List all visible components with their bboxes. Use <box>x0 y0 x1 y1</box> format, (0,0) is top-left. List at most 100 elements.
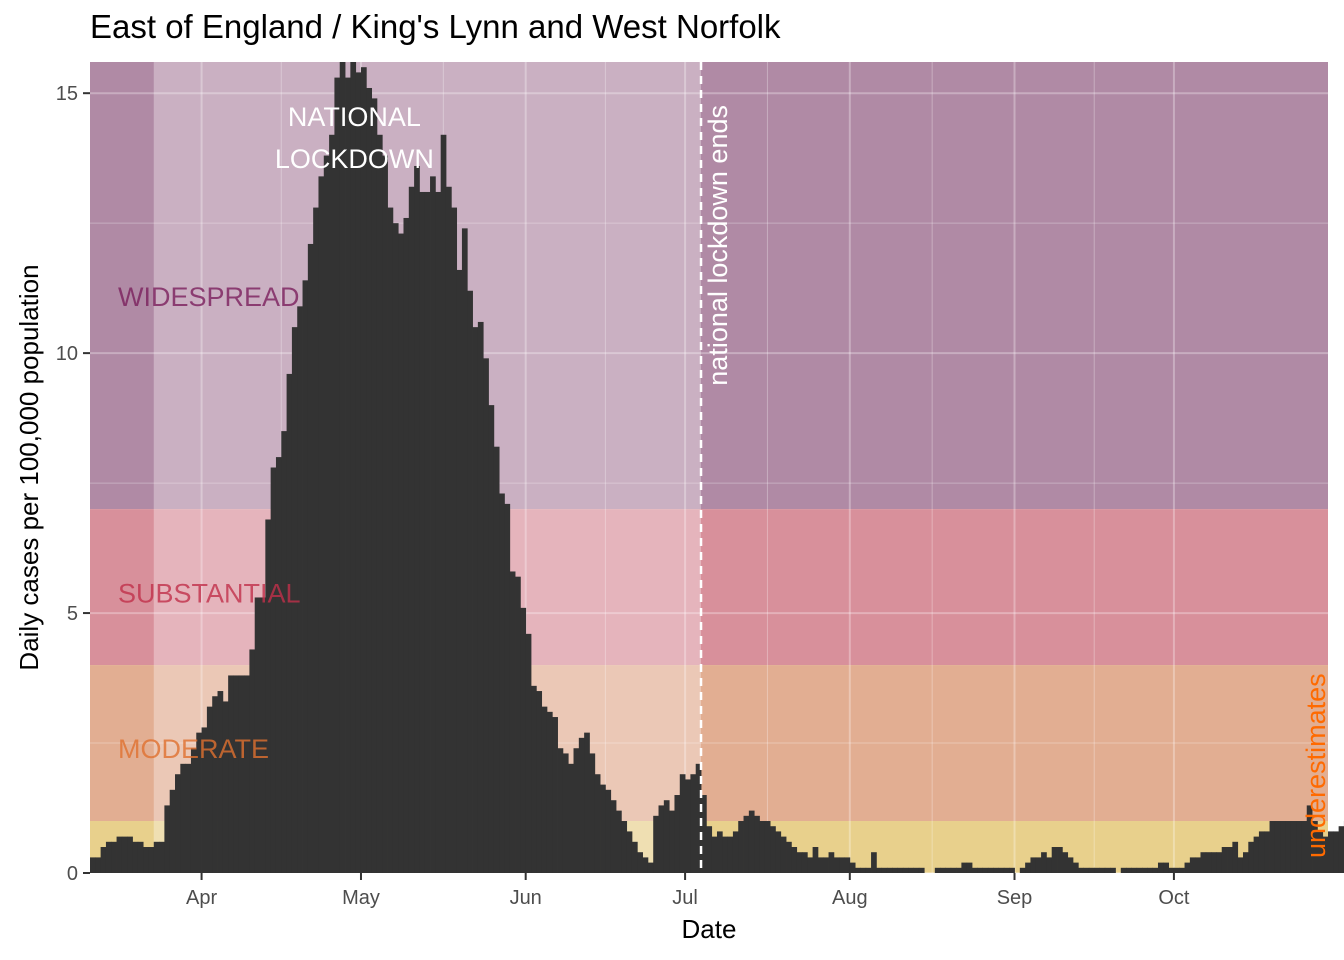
x-tick-label: Oct <box>1158 887 1190 909</box>
bar <box>1030 857 1037 873</box>
bar <box>626 831 633 873</box>
bar <box>584 732 590 873</box>
bar <box>897 867 904 873</box>
bar <box>339 62 346 873</box>
bar <box>945 867 952 873</box>
bar <box>1051 847 1058 873</box>
bar <box>711 836 718 873</box>
bar <box>520 607 527 873</box>
bar <box>610 800 617 873</box>
x-tick-label: May <box>342 887 380 909</box>
bar <box>1312 821 1318 873</box>
bar <box>1237 857 1244 873</box>
bar <box>1338 826 1344 873</box>
bar <box>600 784 606 873</box>
bar <box>801 852 808 873</box>
x-axis-title: Date <box>682 914 737 944</box>
bar <box>616 810 622 873</box>
bar <box>159 841 165 873</box>
bar <box>105 841 112 873</box>
bar <box>1062 852 1069 873</box>
bar <box>934 867 941 873</box>
bar <box>1157 862 1164 873</box>
band-label: SUBSTANTIAL <box>118 578 301 608</box>
bar <box>1019 867 1026 873</box>
bar <box>392 223 399 873</box>
bar <box>860 867 867 873</box>
bar <box>1179 867 1185 873</box>
bar <box>685 779 691 873</box>
bar <box>1296 821 1302 873</box>
bar <box>196 732 202 873</box>
bar <box>1152 867 1159 873</box>
bar <box>913 867 920 873</box>
bar <box>775 831 782 873</box>
bar <box>366 87 373 873</box>
bar <box>966 862 973 873</box>
bar <box>562 753 569 873</box>
bar <box>871 852 877 873</box>
x-tick-label: Aug <box>832 887 868 909</box>
bar <box>297 306 303 874</box>
bar <box>111 841 117 873</box>
bar <box>764 821 771 873</box>
bar <box>695 763 702 873</box>
bar <box>987 867 994 873</box>
y-tick-label: 15 <box>56 83 78 105</box>
bar <box>456 269 463 873</box>
bar <box>323 155 330 874</box>
bar <box>536 691 543 873</box>
bar <box>281 431 287 873</box>
underestimates-label: underestimates <box>1301 673 1331 858</box>
bar <box>1280 821 1286 873</box>
bar <box>525 633 532 873</box>
lockdown-end-label: national lockdown ends <box>703 105 733 386</box>
bar <box>738 821 744 873</box>
bar <box>839 857 845 873</box>
bar <box>1163 862 1170 873</box>
bar <box>1104 867 1111 873</box>
bar <box>972 867 978 873</box>
bar <box>169 789 176 873</box>
bar <box>881 867 888 873</box>
bar <box>1184 862 1191 873</box>
bar <box>865 867 872 873</box>
bar <box>1211 852 1217 873</box>
bar <box>886 867 893 873</box>
y-tick-label: 0 <box>67 863 78 885</box>
bar <box>419 191 426 873</box>
bar <box>1041 852 1047 873</box>
y-axis-title: Daily cases per 100,000 population <box>14 264 44 670</box>
bar <box>1088 867 1095 873</box>
lockdown-label: NATIONAL <box>288 102 421 132</box>
bar <box>1269 821 1276 873</box>
bar <box>637 852 643 873</box>
bar <box>557 748 564 873</box>
bar <box>345 77 351 874</box>
bar <box>902 867 909 873</box>
bar <box>302 280 309 873</box>
bar <box>732 831 739 873</box>
bar <box>1264 831 1270 873</box>
bar <box>1057 847 1063 873</box>
bar <box>706 826 713 873</box>
bar <box>647 862 654 873</box>
bar <box>568 763 574 873</box>
bar <box>908 867 914 873</box>
bar <box>329 134 335 874</box>
bar <box>754 815 760 873</box>
bar <box>956 867 962 873</box>
bar <box>642 857 649 873</box>
bar <box>270 467 277 873</box>
bar <box>1035 857 1042 873</box>
bar <box>759 821 766 873</box>
bar <box>1078 867 1084 873</box>
bar <box>722 836 728 873</box>
bar <box>998 867 1005 873</box>
bar <box>844 857 851 873</box>
bar <box>1227 847 1233 873</box>
bar <box>222 701 229 873</box>
bar <box>1173 867 1180 873</box>
bar <box>1242 852 1249 873</box>
bar <box>95 857 102 873</box>
